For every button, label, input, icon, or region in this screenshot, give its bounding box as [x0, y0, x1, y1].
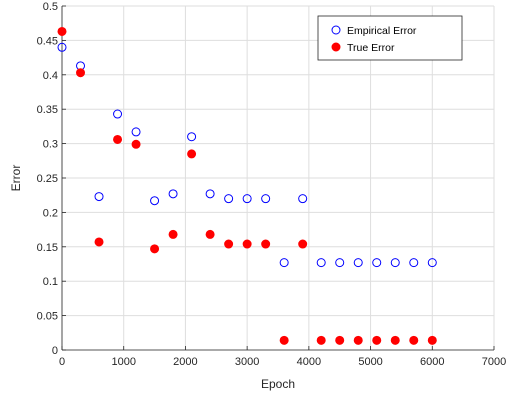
y-tick-label: 0 [52, 345, 58, 357]
empirical-error-point [205, 189, 215, 199]
y-tick-label: 0.1 [43, 276, 58, 288]
y-tick-label: 0.2 [43, 207, 58, 219]
legend-marker-true-error [331, 42, 341, 52]
true-error-point [57, 26, 67, 36]
true-error-point [390, 335, 400, 345]
y-tick-label: 0.4 [43, 70, 58, 82]
empirical-error-point [150, 196, 160, 206]
legend-marker-empirical-error [331, 25, 341, 35]
true-error-point [131, 139, 141, 149]
empirical-error-point [372, 258, 382, 268]
x-tick-label: 5000 [358, 356, 382, 368]
true-error-point [298, 239, 308, 249]
true-error-point [113, 134, 123, 144]
empirical-error-point [224, 194, 234, 204]
true-error-point [427, 335, 437, 345]
y-tick-label: 0.05 [37, 311, 58, 323]
true-error-point [409, 335, 419, 345]
y-tick-label: 0.25 [37, 173, 58, 185]
true-error-point [261, 239, 271, 249]
true-error-point [205, 229, 215, 239]
true-error-point [187, 149, 197, 159]
empirical-error-point [57, 42, 67, 52]
x-tick-label: 4000 [297, 356, 321, 368]
y-tick-label: 0.45 [37, 35, 58, 47]
true-error-point [76, 68, 86, 78]
true-error-point [279, 335, 289, 345]
empirical-error-point [168, 189, 178, 199]
data-marks [57, 26, 437, 345]
true-error-point [372, 335, 382, 345]
true-error-point [168, 229, 178, 239]
true-error-point [242, 239, 252, 249]
y-tick-label: 0.35 [37, 104, 58, 116]
x-tick-label: 0 [59, 356, 65, 368]
empirical-error-point [242, 194, 252, 204]
x-tick-label: 1000 [111, 356, 135, 368]
empirical-error-point [187, 132, 197, 142]
x-tick-label: 7000 [482, 356, 506, 368]
empirical-error-point [279, 258, 289, 268]
empirical-error-point [335, 258, 345, 268]
true-error-point [316, 335, 326, 345]
legend-box [317, 15, 463, 61]
empirical-error-point [316, 258, 326, 268]
true-error-point [224, 239, 234, 249]
x-axis-label: Epoch [261, 377, 295, 391]
empirical-error-point [261, 194, 271, 204]
true-error-point [335, 335, 345, 345]
y-axis-label: Error [9, 165, 23, 192]
empirical-error-point [113, 109, 123, 119]
x-tick-label: 2000 [173, 356, 197, 368]
legend-label-empirical-error: Empirical Error [347, 25, 417, 37]
empirical-error-point [427, 258, 437, 268]
true-error-point [150, 244, 160, 254]
true-error-point [353, 335, 363, 345]
y-tick-label: 0.5 [43, 1, 58, 13]
true-error-point [94, 237, 104, 247]
y-tick-labels: 0 0.05 0.1 0.15 0.2 0.25 0.3 0.35 0.4 0.45 0.5 [37, 1, 58, 357]
y-tick-label: 0.3 [43, 139, 58, 151]
empirical-error-point [131, 127, 141, 137]
x-tick-labels: 0 1000 2000 3000 4000 5000 6000 7000 [59, 356, 506, 368]
empirical-error-point [298, 194, 308, 204]
x-tick-label: 3000 [235, 356, 259, 368]
axes [61, 5, 495, 351]
y-tick-label: 0.15 [37, 242, 58, 254]
empirical-error-point [409, 258, 419, 268]
legend: Empirical Error True Error [317, 15, 463, 61]
x-tick-label: 6000 [420, 356, 444, 368]
empirical-error-point [390, 258, 400, 268]
empirical-error-point [94, 192, 104, 202]
empirical-error-point [353, 258, 363, 268]
legend-label-true-error: True Error [347, 42, 395, 54]
